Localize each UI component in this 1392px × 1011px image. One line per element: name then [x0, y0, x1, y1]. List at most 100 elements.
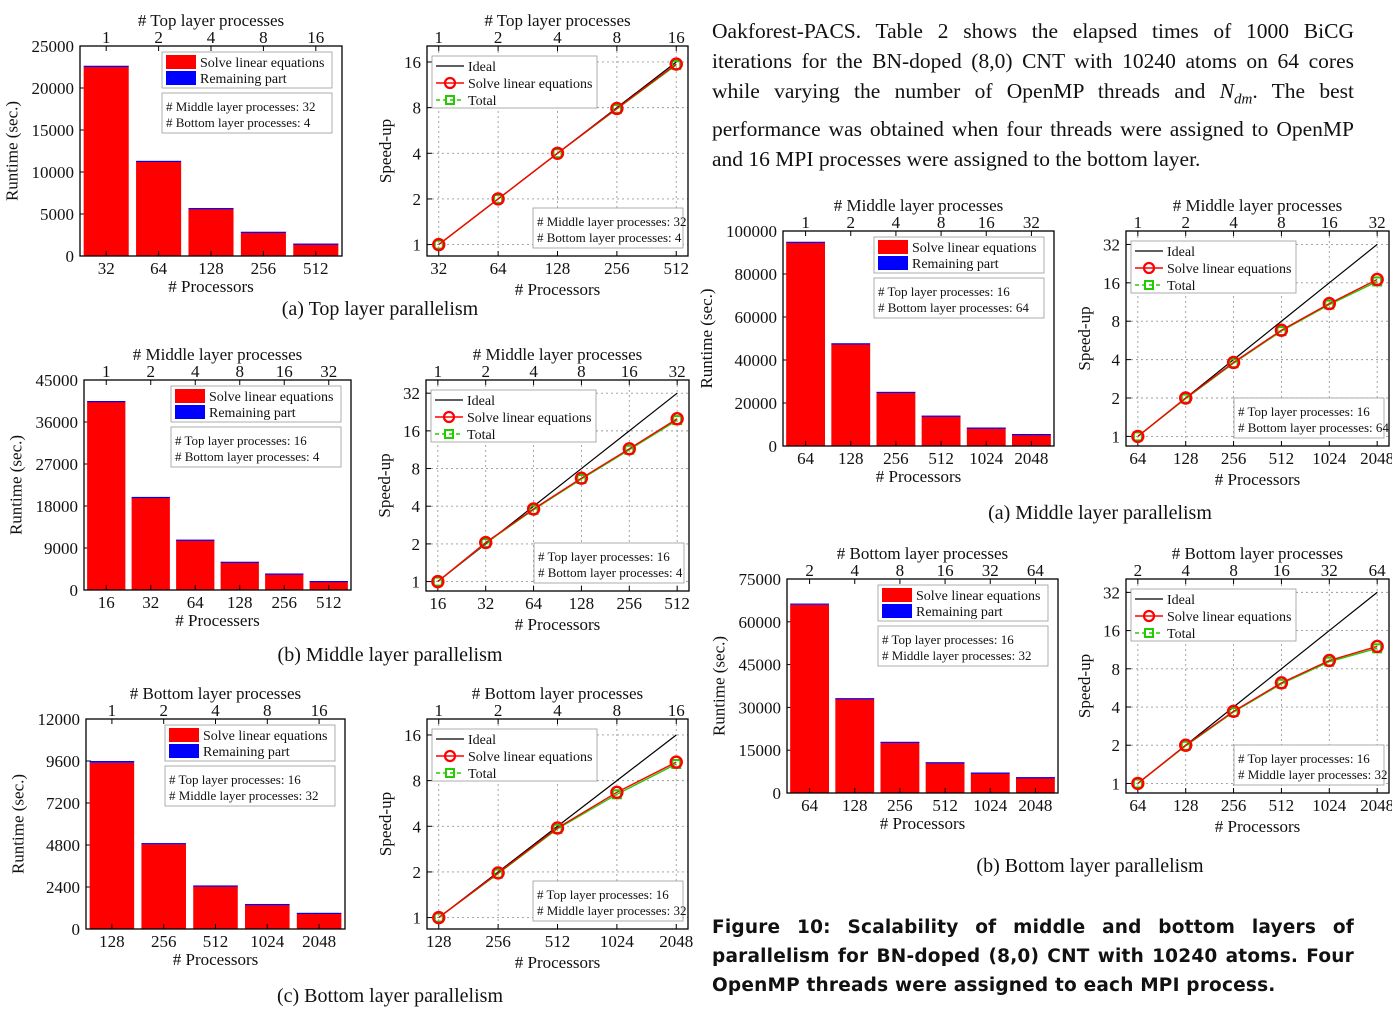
L2line-info-box [533, 542, 685, 584]
R1line-ytick-label: 4 [1112, 351, 1121, 370]
L1line-point-solve [669, 57, 683, 71]
R1line-top-tick-label: 2 [1181, 213, 1190, 232]
L1bar-bar-remaining [293, 243, 339, 245]
L1line-xtick-label: 256 [604, 259, 630, 278]
L1line-ytick-label: 1 [413, 236, 422, 255]
L2line-point-solve [479, 535, 493, 550]
R1line-point-solve [1370, 272, 1384, 287]
R1bar-xtick-label: 256 [883, 449, 909, 468]
L1line-ytick-label: 8 [413, 99, 422, 118]
R2line-line-solve [1137, 645, 1378, 784]
R1bar-ytick-label: 20000 [735, 394, 778, 413]
R1bar-ytick-label: 60000 [735, 308, 778, 327]
L3line-legend-solve-marker [443, 749, 457, 763]
L3line-line-solve [438, 761, 677, 919]
L1bar-bar-solve [293, 243, 339, 256]
L1bar-bar-remaining [188, 208, 234, 210]
R1bar-top-tick-label: 2 [847, 213, 856, 232]
L3bar-bar-solve [141, 844, 186, 929]
L1line-top-axis-label: # Top layer processes [484, 11, 630, 30]
L2bar-bar-remaining [131, 496, 170, 499]
figure-caption: Figure 10: Scalability of middle and bot… [712, 917, 1354, 996]
L2bar-xtick-label: 128 [227, 593, 253, 612]
L1bar-top-tick-label: 1 [102, 28, 111, 47]
R1bar-top-axis-label: # Middle layer processes [834, 196, 1003, 215]
L2bar-bar-solve [87, 401, 126, 590]
L1bar-bar-solve [136, 161, 182, 256]
L1bar-ytick-label: 25000 [32, 37, 75, 56]
R2bar-bar-remaining [970, 772, 1010, 774]
R2bar-info-box [877, 625, 1049, 667]
L3bar-legend-swatch-solve [169, 728, 199, 742]
R2bar-xtick-label: 2048 [1018, 796, 1052, 815]
L1bar-info-line: # Bottom layer processes: 4 [166, 115, 311, 130]
R2line-y-axis-label: Speed-up [1075, 654, 1094, 718]
L2line-info-line: # Top layer processes: 16 [538, 549, 670, 564]
L3line-xtick-label: 512 [545, 932, 571, 951]
L1line-legend-solve-marker [443, 76, 457, 90]
L3bar-bar-remaining [89, 761, 135, 763]
L2bar-legend-remaining-label: Remaining part [209, 406, 296, 421]
L2bar-top-tick-label: 4 [191, 362, 200, 381]
L2bar-ytick-label: 27000 [36, 455, 79, 474]
L1bar-ytick-label: 10000 [32, 163, 75, 182]
L2line-point-solve [574, 471, 589, 485]
R1line-legend-solve-label: Solve linear equations [1167, 262, 1291, 277]
R1line-x-axis-label: # Processors [1215, 470, 1300, 489]
R1line-xtick-label: 256 [1221, 449, 1247, 468]
L3bar-xtick-label: 1024 [250, 932, 285, 951]
L2bar-bar-remaining [220, 561, 259, 563]
R1line-info-line: # Bottom layer processes: 64 [1238, 420, 1389, 435]
L1line-point-solve [610, 101, 624, 116]
R2line-xtick-label: 64 [1129, 796, 1147, 815]
R2line-plot-frame [1125, 578, 1390, 794]
L3line-top-tick-label: 1 [434, 701, 443, 720]
L2line-point-solve [526, 502, 541, 516]
L2line-x-axis-label: # Processors [515, 615, 600, 634]
R1line-point-solve [1179, 391, 1193, 405]
R2line-xtick-label: 512 [1269, 796, 1295, 815]
L1line-info-box [532, 207, 684, 249]
R1bar-legend-remaining-label: Remaining part [912, 257, 999, 272]
L3bar-top-tick-label: 1 [108, 701, 117, 720]
L1bar-top-tick-label: 16 [307, 28, 324, 47]
L1bar-legend-swatch-solve [166, 55, 196, 69]
L3line-top-tick-label: 16 [668, 701, 685, 720]
L1bar-ytick-label: 0 [66, 247, 75, 266]
L1line-point-total [493, 193, 504, 204]
L1line-y-axis-label: Speed-up [376, 119, 395, 183]
R2bar-xtick-label: 128 [842, 796, 868, 815]
R1bar-xtick-label: 2048 [1014, 449, 1048, 468]
L1bar-ytick-label: 5000 [40, 205, 74, 224]
L3bar-legend-swatch-remaining [169, 744, 199, 758]
L3bar-ytick-label: 0 [72, 920, 81, 939]
L1line-point-solve [491, 192, 505, 206]
L2line-xtick-label: 128 [569, 594, 595, 613]
L3line-ytick-label: 1 [413, 909, 422, 928]
L2bar-xtick-label: 256 [272, 593, 298, 612]
L1line-legend-solve-label: Solve linear equations [468, 77, 592, 92]
R1line-xtick-label: 1024 [1312, 449, 1347, 468]
L2line-point-total [432, 576, 443, 587]
L3line-top-axis-label: # Bottom layer processes [472, 684, 643, 703]
L2line-info-line: # Bottom layer processes: 4 [538, 565, 683, 580]
R1bar-top-tick-label: 32 [1023, 213, 1040, 232]
R2bar-bar-solve [970, 772, 1010, 793]
L2bar-legend-swatch-solve [175, 389, 205, 403]
R1bar-legend-swatch-remaining [878, 256, 908, 270]
L2bar-ytick-label: 36000 [36, 413, 79, 432]
L1bar-legend-solve-label: Solve linear equations [200, 56, 324, 71]
R2line-ytick-label: 4 [1112, 698, 1121, 717]
R1bar-bar-solve [786, 242, 826, 446]
R2bar-x-axis-label: # Processors [880, 814, 965, 833]
R2line-xtick-label: 1024 [1312, 796, 1347, 815]
R2bar-bar-solve [1015, 777, 1055, 793]
L2bar-ytick-label: 45000 [36, 371, 79, 390]
L1line-ytick-label: 4 [413, 144, 422, 163]
L2bar-info-line: # Bottom layer processes: 4 [175, 449, 320, 464]
R2line-info-line: # Middle layer processes: 32 [1238, 767, 1387, 782]
R2bar-bar-solve [925, 762, 965, 793]
L2line-point-solve [670, 412, 684, 426]
R1line-ytick-label: 8 [1112, 312, 1121, 331]
L1line-legend-total-marker [445, 95, 455, 105]
